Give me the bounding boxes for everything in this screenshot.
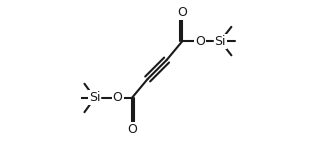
Text: Si: Si (89, 91, 100, 104)
Text: O: O (113, 91, 122, 104)
Text: O: O (127, 123, 137, 136)
Text: O: O (177, 6, 187, 19)
Text: O: O (195, 35, 205, 48)
Text: Si: Si (215, 35, 226, 48)
